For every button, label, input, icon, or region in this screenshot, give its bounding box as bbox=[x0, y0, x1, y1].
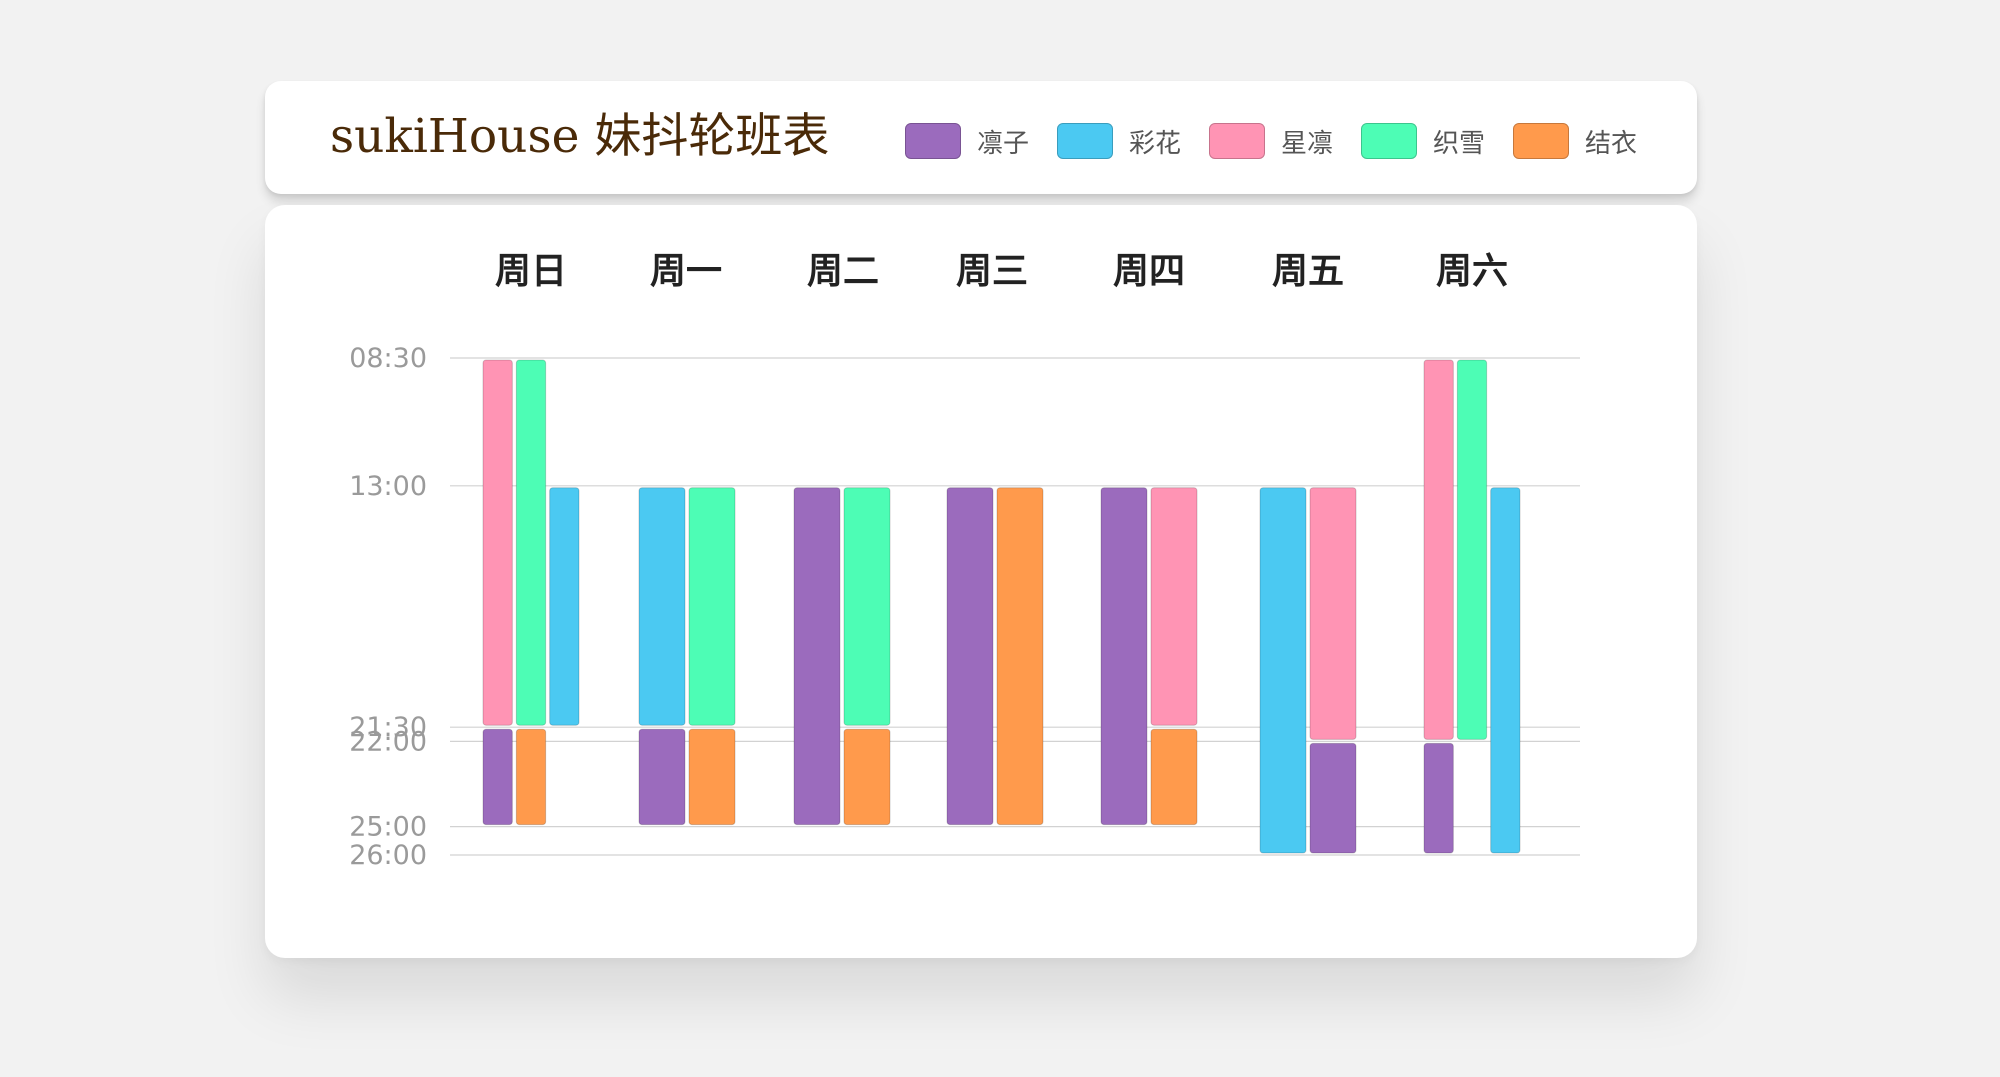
legend-swatch bbox=[1209, 123, 1265, 159]
shift-bar: 星凛 bbox=[1150, 487, 1198, 726]
day-label: 周一 bbox=[650, 251, 722, 292]
legend-item-ayaka: 彩花 bbox=[1057, 122, 1181, 160]
day-label: 周日 bbox=[495, 251, 567, 292]
shift-bar: 织雪 bbox=[843, 487, 891, 726]
shift-bar: 凛子 bbox=[946, 487, 994, 826]
header-bar: sukiHouse 妹抖轮班表 凛子 彩花 星凛 织雪 结衣 bbox=[265, 81, 1697, 194]
legend-label: 结衣 bbox=[1585, 128, 1638, 159]
legend-item-seirin: 星凛 bbox=[1209, 122, 1333, 160]
time-tick-label: 21:30 bbox=[349, 712, 427, 743]
legend-item-rinko: 凛子 bbox=[905, 122, 1029, 160]
shift-bar: 星凛 bbox=[482, 359, 513, 726]
legend-label: 星凛 bbox=[1281, 128, 1334, 159]
shift-bar: 彩花 bbox=[1490, 487, 1521, 854]
legend-swatch bbox=[1361, 123, 1417, 159]
time-tick-label: 13:00 bbox=[349, 471, 427, 502]
shift-bar: 彩花 bbox=[1259, 487, 1307, 854]
shift-bar: 凛子 bbox=[1100, 487, 1148, 826]
legend-swatch bbox=[1513, 123, 1569, 159]
shift-bar: 星凛 bbox=[1423, 359, 1454, 740]
legend-label: 彩花 bbox=[1129, 128, 1182, 159]
page-title: sukiHouse 妹抖轮班表 bbox=[330, 109, 830, 164]
shift-bar: 凛子 bbox=[1423, 742, 1454, 854]
legend-swatch bbox=[1057, 123, 1113, 159]
shift-bar: 织雪 bbox=[515, 359, 547, 726]
time-tick-label: 26:00 bbox=[349, 840, 427, 871]
shift-bar: 凛子 bbox=[793, 487, 841, 826]
shift-bar: 星凛 bbox=[1309, 487, 1357, 740]
shift-bar: 彩花 bbox=[638, 487, 686, 726]
shift-bar: 结衣 bbox=[843, 728, 891, 826]
day-label: 周二 bbox=[807, 251, 879, 292]
schedule-card: 08:30 13:00 21:30 22:00 25:00 26:00 周日 周一 周二 周三 周四… bbox=[265, 205, 1697, 958]
legend-label: 凛子 bbox=[977, 128, 1030, 159]
legend-item-shiyuki: 织雪 bbox=[1361, 122, 1485, 160]
day-label: 周四 bbox=[1113, 251, 1185, 292]
legend-item-yui: 结衣 bbox=[1513, 122, 1637, 160]
bar-layer: 星凛织雪彩花凛子结衣彩花织雪凛子结衣凛子织雪结衣凛子结衣凛子星凛结衣彩花星凛凛子… bbox=[482, 359, 1521, 854]
legend-label: 织雪 bbox=[1433, 128, 1486, 159]
shift-bar: 彩花 bbox=[549, 487, 580, 726]
shift-bar: 凛子 bbox=[1309, 742, 1357, 854]
shift-bar: 结衣 bbox=[515, 728, 547, 826]
legend-swatch bbox=[905, 123, 961, 159]
shift-bar: 结衣 bbox=[688, 728, 736, 826]
shift-bar: 织雪 bbox=[688, 487, 736, 726]
day-label: 周三 bbox=[956, 251, 1028, 292]
day-label: 周五 bbox=[1272, 251, 1344, 292]
time-tick-label: 08:30 bbox=[349, 343, 427, 374]
day-label: 周六 bbox=[1436, 251, 1508, 292]
shift-bar: 结衣 bbox=[996, 487, 1044, 826]
time-tick-label: 25:00 bbox=[349, 812, 427, 843]
time-tick-label: 22:00 bbox=[349, 726, 427, 757]
shift-bar: 织雪 bbox=[1456, 359, 1488, 740]
shift-bar: 结衣 bbox=[1150, 728, 1198, 826]
shift-bar: 凛子 bbox=[638, 728, 686, 826]
shift-bar: 凛子 bbox=[482, 728, 513, 826]
